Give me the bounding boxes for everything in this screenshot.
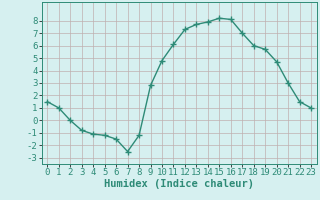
X-axis label: Humidex (Indice chaleur): Humidex (Indice chaleur) [104, 179, 254, 189]
